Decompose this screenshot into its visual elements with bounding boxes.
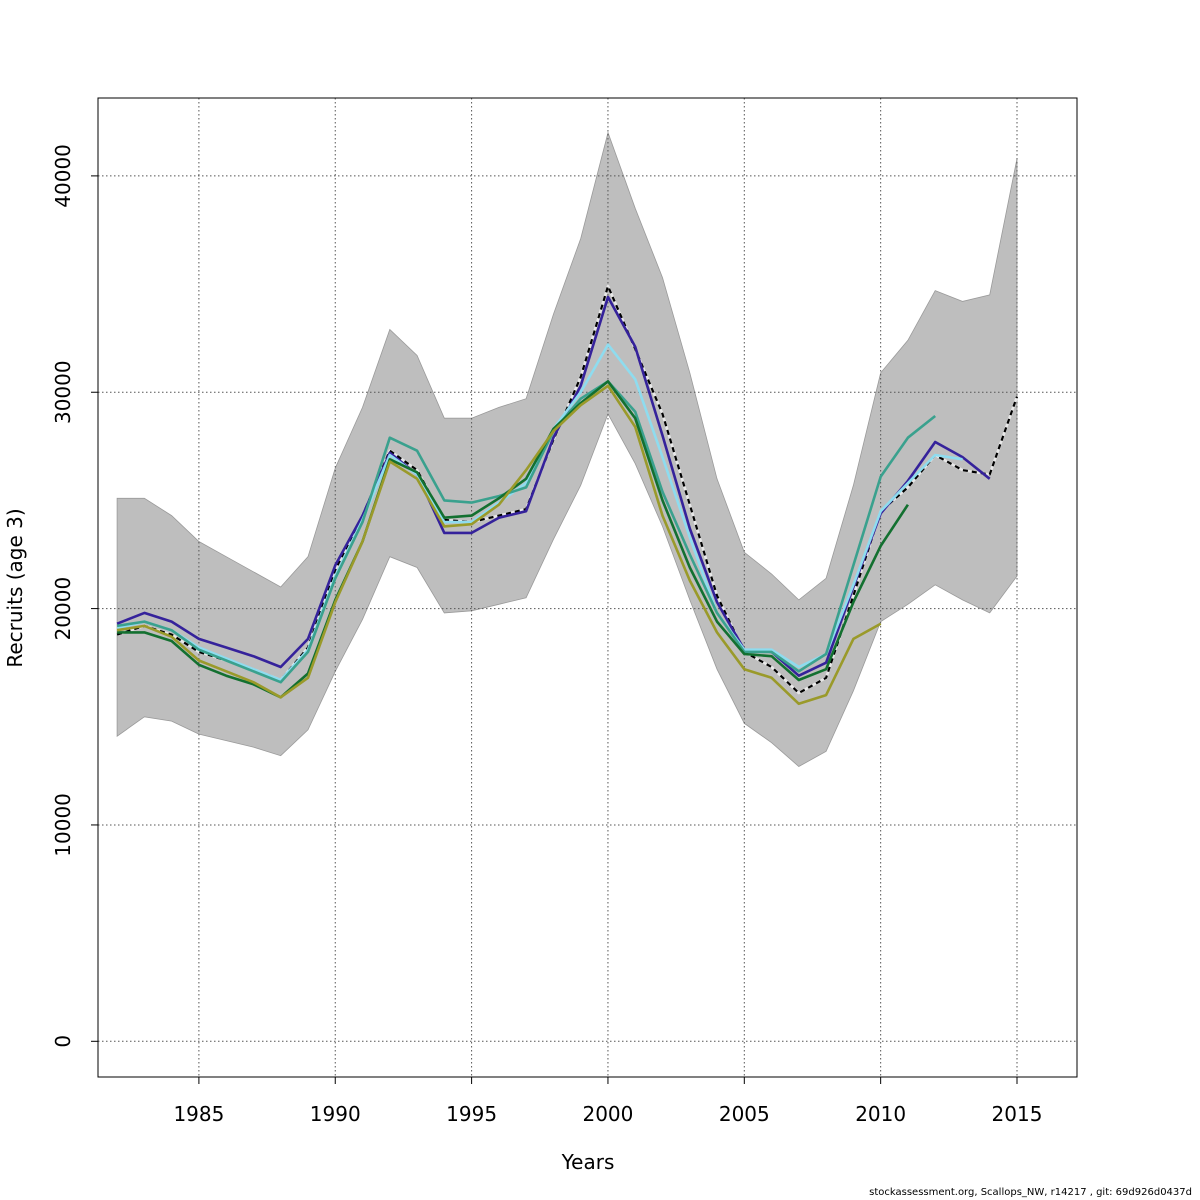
x-tick-label: 2000 [582, 1102, 633, 1126]
x-tick-label: 2010 [855, 1102, 906, 1126]
plot-frame [97, 97, 1078, 1078]
y-tick-label: 40000 [51, 144, 75, 208]
footer-credit: stockassessment.org, Scallops_NW, r14217… [869, 1187, 1192, 1198]
y-axis-title: Recruits (age 3) [3, 508, 27, 667]
x-tick-label: 1995 [446, 1102, 497, 1126]
x-tick-label: 2015 [992, 1102, 1043, 1126]
x-tick-label: 1985 [173, 1102, 224, 1126]
y-tick-label: 20000 [51, 577, 75, 641]
y-tick-label: 10000 [51, 793, 75, 857]
series-line-3 [116, 295, 991, 677]
grid [98, 98, 1077, 1077]
x-axis: 1985 1990 1995 2000 2005 2010 2015 [173, 1077, 1042, 1126]
series-line-5 [116, 380, 937, 684]
series-line-7 [116, 384, 882, 706]
x-tick-label: 2005 [719, 1102, 770, 1126]
y-axis: 0 10000 20000 30000 40000 [51, 144, 98, 1048]
x-tick-label: 1990 [310, 1102, 361, 1126]
y-tick-label: 0 [51, 1035, 75, 1048]
confidence-band-area [116, 131, 1018, 767]
x-axis-title: Years [561, 1150, 615, 1174]
confidence-band [116, 131, 1018, 767]
series-lines [116, 284, 1019, 706]
y-tick-label: 30000 [51, 360, 75, 424]
